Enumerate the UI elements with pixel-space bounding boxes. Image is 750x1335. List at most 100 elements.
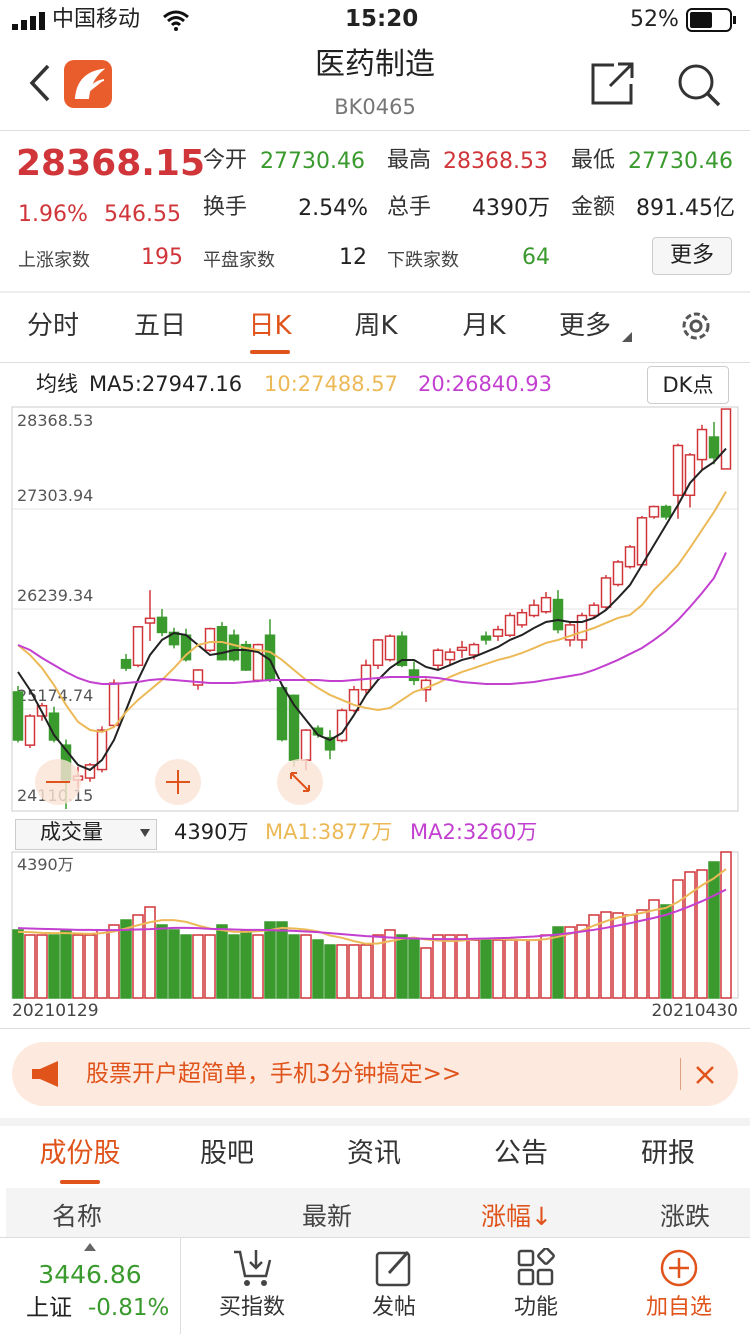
candle-body <box>444 651 456 661</box>
search-button[interactable] <box>676 62 722 108</box>
ma-line <box>17 552 727 685</box>
candle-body <box>324 736 336 751</box>
bottom-button[interactable]: 加自选 <box>645 1295 713 1320</box>
index-caret <box>84 1243 96 1251</box>
sub-tab-active[interactable]: 成份股 <box>39 1138 121 1169</box>
field-value: 27730.46 <box>260 149 365 174</box>
count-value: 64 <box>522 245 550 270</box>
legend-entry: MA2:3260万 <box>410 820 538 844</box>
column-header-sorted[interactable]: 涨幅↓ <box>481 1202 552 1231</box>
volume-bar <box>504 939 516 999</box>
y-tick-label: 27303.94 <box>17 486 93 505</box>
volume-bar <box>312 939 324 999</box>
count-value: 12 <box>339 245 367 270</box>
dk-button[interactable]: DK点 <box>647 366 729 404</box>
field-value: 4390万 <box>472 196 550 221</box>
tab-underline <box>250 350 290 354</box>
banner-close[interactable] <box>696 1066 714 1084</box>
candle-body <box>540 596 552 613</box>
candle-body <box>132 626 144 667</box>
candle-body <box>624 546 636 568</box>
volume-bar <box>552 926 564 999</box>
change: 546.55 <box>104 202 181 227</box>
legend-entry: 10:27488.57 <box>264 372 398 396</box>
column-header[interactable]: 最新 <box>302 1202 353 1231</box>
candle-body <box>720 408 732 470</box>
buy-icon[interactable] <box>232 1248 272 1288</box>
volume-bar <box>324 944 336 999</box>
candle-body <box>600 577 612 608</box>
candle-body <box>240 643 252 671</box>
banner-text[interactable]: 股票开户超简单，手机3分钟搞定>> <box>86 1061 462 1087</box>
bottom-button[interactable]: 买指数 <box>218 1295 286 1320</box>
post-icon[interactable] <box>374 1248 414 1288</box>
divider <box>180 1237 181 1334</box>
volume-bar <box>360 944 372 999</box>
volume-bar <box>12 929 24 999</box>
more-button[interactable]: 更多 <box>652 237 732 275</box>
tab[interactable]: 五日 <box>133 311 187 341</box>
index-value[interactable]: 3446.86 <box>38 1260 142 1289</box>
legend-entry: MA5:27947.16 <box>89 372 243 396</box>
x-label-end: 20210430 <box>651 1001 738 1021</box>
sub-tab[interactable]: 公告 <box>494 1138 548 1169</box>
candle-body <box>384 635 396 661</box>
back-button[interactable] <box>26 62 54 104</box>
sub-tab[interactable]: 股吧 <box>200 1138 254 1169</box>
sub-tab[interactable]: 资讯 <box>347 1138 401 1169</box>
volume-bar <box>192 934 204 999</box>
table-header <box>6 1188 750 1238</box>
candle-body <box>24 715 36 746</box>
volume-selector-text[interactable]: 成交量 <box>40 820 103 844</box>
volume-bar <box>180 934 192 999</box>
tab[interactable]: 月K <box>462 311 506 341</box>
function-icon[interactable] <box>516 1248 556 1288</box>
tab[interactable]: 周K <box>354 311 398 341</box>
x-label-start: 20210129 <box>12 1001 99 1021</box>
tab[interactable]: 分时 <box>26 311 80 341</box>
field-label: 总手 <box>387 195 432 220</box>
y-tick-label: 4390万 <box>17 855 74 874</box>
field-value: 2.54% <box>298 196 368 221</box>
legend-entry: MA1:3877万 <box>265 820 393 844</box>
banner-divider <box>680 1058 681 1090</box>
column-header[interactable]: 名称 <box>52 1202 103 1231</box>
bottom-button[interactable]: 功能 <box>513 1295 559 1320</box>
y-tick-label: 28368.53 <box>17 411 93 430</box>
index-name[interactable]: 上证 <box>26 1295 72 1321</box>
volume-bar <box>696 869 708 999</box>
candle-body <box>480 635 492 641</box>
bottom-button[interactable]: 发帖 <box>371 1295 417 1320</box>
candle-body <box>348 688 360 712</box>
volume-bar <box>108 924 120 999</box>
candle-body <box>396 635 408 667</box>
tab-active[interactable]: 日K <box>248 311 292 341</box>
settings-button[interactable] <box>678 308 714 344</box>
ad-banner[interactable] <box>12 1042 738 1106</box>
volume-selector[interactable] <box>15 819 157 850</box>
volume-bar <box>96 929 108 999</box>
divider <box>0 362 750 363</box>
candle-body <box>636 517 648 566</box>
candle-body <box>84 764 96 779</box>
candle-body <box>564 624 576 641</box>
candle-body <box>120 658 132 669</box>
volume-bar <box>120 919 132 999</box>
share-button[interactable] <box>590 62 636 106</box>
sub-tab[interactable]: 研报 <box>641 1138 695 1169</box>
candle-body <box>156 616 168 634</box>
candle-body <box>12 691 24 741</box>
candle-body <box>588 604 600 617</box>
candle-body <box>492 628 504 637</box>
volume-bar <box>684 871 696 999</box>
bottom-bar <box>0 1237 750 1335</box>
tab[interactable]: 更多 <box>558 311 612 341</box>
index-pct[interactable]: -0.81% <box>88 1295 170 1321</box>
field-label: 金额 <box>571 195 616 220</box>
candle-body <box>372 639 384 667</box>
add-watch-icon[interactable] <box>659 1248 699 1288</box>
volume-bar <box>612 912 624 999</box>
page-title: 医药制造 <box>315 47 435 82</box>
candle-body <box>432 649 444 667</box>
column-header[interactable]: 涨跌 <box>660 1202 711 1231</box>
